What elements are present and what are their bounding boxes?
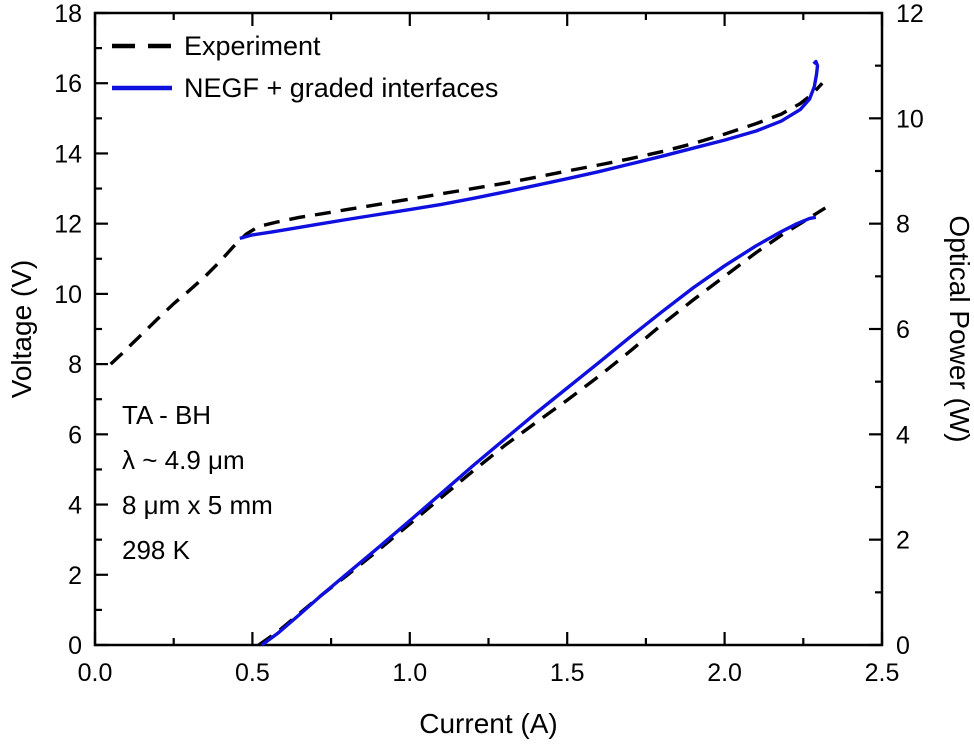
- x-tick-label: 0.5: [235, 659, 270, 687]
- y-right-tick-label: 0: [896, 632, 910, 660]
- plot-frame: [93, 11, 884, 647]
- y-left-tick-label: 0: [68, 632, 82, 660]
- x-tick-label: 1.0: [392, 659, 427, 687]
- y-left-axis-title: Voltage (V): [6, 260, 37, 399]
- y-left-tick-label: 10: [54, 281, 82, 309]
- y-left-tick-label: 14: [54, 140, 82, 168]
- x-tick-label: 1.5: [550, 659, 585, 687]
- y-right-tick-label: 2: [896, 527, 910, 555]
- y-left-tick-label: 2: [68, 562, 82, 590]
- y-right-axis-title: Optical Power (W): [944, 215, 974, 442]
- x-tick-label: 2.5: [865, 659, 900, 687]
- y-left-tick-label: 6: [68, 421, 82, 449]
- y-right-tick-label: 8: [896, 211, 910, 239]
- y-right-tick-label: 4: [896, 421, 910, 449]
- annotation-line: λ ~ 4.9 μm: [122, 445, 245, 475]
- y-left-tick-label: 16: [54, 70, 82, 98]
- x-tick-label: 0.0: [78, 659, 113, 687]
- legend-label: NEGF + graded interfaces: [184, 73, 498, 103]
- series-experiment-power: [257, 206, 827, 647]
- annotation-line: TA - BH: [122, 400, 211, 430]
- y-left-tick-label: 12: [54, 211, 82, 239]
- x-tick-label: 2.0: [707, 659, 742, 687]
- x-axis-title: Current (A): [419, 708, 557, 739]
- y-left-tick-label: 18: [54, 0, 82, 28]
- y-left-tick-label: 8: [68, 351, 82, 379]
- series-negf-voltage: [239, 59, 820, 241]
- y-right-tick-label: 6: [896, 316, 910, 344]
- series-experiment-voltage: [109, 82, 824, 366]
- series-negf-power: [260, 215, 817, 647]
- y-right-tick-label: 12: [896, 0, 924, 28]
- legend-label: Experiment: [184, 31, 321, 61]
- annotation-line: 298 K: [122, 535, 191, 565]
- y-right-tick-label: 10: [896, 105, 924, 133]
- annotation-line: 8 μm x 5 mm: [122, 490, 273, 520]
- y-left-tick-label: 4: [68, 492, 82, 520]
